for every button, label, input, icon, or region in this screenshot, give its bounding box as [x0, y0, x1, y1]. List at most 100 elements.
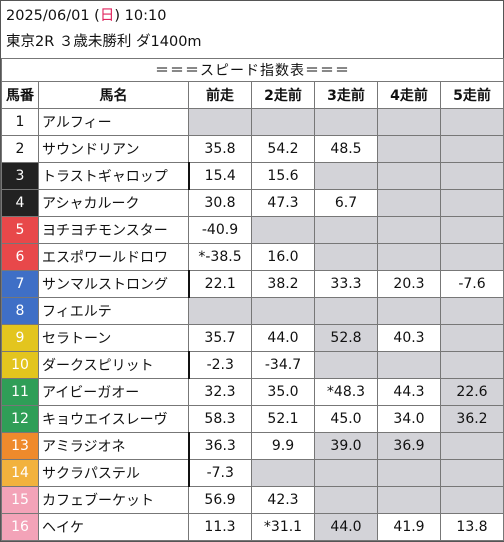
speed-index-cell — [251, 459, 315, 487]
speed-index-cell — [314, 216, 378, 244]
speed-index-cell — [251, 108, 315, 136]
speed-index-cell: 48.5 — [314, 135, 378, 163]
speed-index-cell: 56.9 — [188, 486, 252, 514]
speed-index-cell — [251, 216, 315, 244]
speed-index-cell — [377, 459, 441, 487]
speed-index-cell — [440, 162, 504, 190]
speed-index-cell — [377, 216, 441, 244]
speed-index-cell — [377, 108, 441, 136]
horse-number: 1 — [1, 108, 39, 136]
table-row: 3 トラストギャロップ 15.4 15.6 — [1, 162, 504, 190]
speed-index-cell — [440, 189, 504, 217]
speed-index-cell: 16.0 — [251, 243, 315, 271]
speed-index-cell — [440, 243, 504, 271]
speed-index-cell — [377, 486, 441, 514]
speed-index-cell — [314, 162, 378, 190]
speed-index-cell: 32.3 — [188, 378, 252, 406]
horse-number: 7 — [1, 270, 39, 298]
speed-index-cell: 47.3 — [251, 189, 315, 217]
speed-index-cell: 11.3 — [188, 513, 252, 541]
horse-name: トラストギャロップ — [38, 162, 190, 190]
speed-index-cell — [440, 459, 504, 487]
speed-index-cell: -34.7 — [251, 351, 315, 379]
horse-name: ヨチヨチモンスター — [38, 216, 189, 244]
speed-index-cell: 6.7 — [314, 189, 378, 217]
horse-number: 3 — [1, 162, 39, 190]
speed-index-cell: 54.2 — [251, 135, 315, 163]
horse-name: サクラパステル — [38, 459, 190, 487]
race-date: 2025/06/01 — [6, 8, 90, 24]
speed-index-cell — [440, 297, 504, 325]
speed-index-cell: -40.9 — [188, 216, 252, 244]
table-row: 14 サクラパステル -7.3 — [1, 459, 504, 487]
horse-number: 5 — [1, 216, 39, 244]
race-datetime: 2025/06/01 (日) 10:10 — [6, 8, 167, 24]
speed-index-cell — [377, 135, 441, 163]
speed-index-cell — [251, 297, 315, 325]
table-row: 16 ヘイケ 11.3 *31.1 44.0 41.9 13.8 — [1, 513, 504, 541]
table-row: 10 ダークスピリット -2.3 -34.7 — [1, 351, 504, 379]
speed-index-cell — [440, 135, 504, 163]
speed-index-cell: 20.3 — [377, 270, 441, 298]
speed-index-cell: 30.8 — [188, 189, 252, 217]
speed-index-cell: *48.3 — [314, 378, 378, 406]
speed-index-cell: *31.1 — [251, 513, 315, 541]
speed-index-cell — [377, 189, 441, 217]
speed-index-cell: 36.2 — [440, 405, 504, 433]
speed-index-cell: -7.6 — [440, 270, 504, 298]
speed-index-cell — [314, 243, 378, 271]
speed-index-cell — [440, 324, 504, 352]
table-row: 9 セラトーン 35.7 44.0 52.8 40.3 — [1, 324, 504, 352]
table-row: 8 フィエルテ — [1, 297, 504, 325]
table-row: 7 サンマルストロング 22.1 38.2 33.3 20.3 -7.6 — [1, 270, 504, 298]
speed-index-cell: -7.3 — [188, 459, 252, 487]
speed-index-cell — [314, 297, 378, 325]
speed-index-cell: 36.3 — [188, 432, 252, 460]
speed-index-cell: 22.1 — [188, 270, 252, 298]
table-banner-row: ＝＝＝スピード指数表＝＝＝ — [1, 58, 504, 82]
speed-index-cell — [314, 351, 378, 379]
speed-index-cell — [440, 432, 504, 460]
horse-name: サンマルストロング — [38, 270, 190, 298]
horse-number: 14 — [1, 459, 39, 487]
speed-index-cell: 44.3 — [377, 378, 441, 406]
horse-number: 12 — [1, 405, 39, 433]
speed-index-cell: 33.3 — [314, 270, 378, 298]
speed-index-cell: 13.8 — [440, 513, 504, 541]
horse-number: 6 — [1, 243, 39, 271]
speed-index-cell: 39.0 — [314, 432, 378, 460]
speed-index-cell — [440, 216, 504, 244]
speed-index-cell — [377, 243, 441, 271]
horse-name: カフェブーケット — [38, 486, 189, 514]
table-row: 5 ヨチヨチモンスター -40.9 — [1, 216, 504, 244]
column-header: 3走前 — [314, 81, 378, 109]
table-row: 15 カフェブーケット 56.9 42.3 — [1, 486, 504, 514]
table-row: 12 キョウエイスレーヴ 58.3 52.1 45.0 34.0 36.2 — [1, 405, 504, 433]
speed-index-cell — [377, 162, 441, 190]
speed-index-cell: 45.0 — [314, 405, 378, 433]
horse-name: アシャカルーク — [38, 189, 189, 217]
horse-number: 4 — [1, 189, 39, 217]
column-header: 前走 — [188, 81, 252, 109]
horse-number: 16 — [1, 513, 39, 541]
column-header: 5走前 — [440, 81, 504, 109]
speed-index-cell: 15.6 — [251, 162, 315, 190]
speed-index-cell: 52.1 — [251, 405, 315, 433]
table-row: 11 アイビーガオー 32.3 35.0 *48.3 44.3 22.6 — [1, 378, 504, 406]
speed-index-cell: 15.4 — [188, 162, 252, 190]
speed-index-cell: 38.2 — [251, 270, 315, 298]
speed-index-cell: 35.7 — [188, 324, 252, 352]
speed-index-cell: *-38.5 — [188, 243, 252, 271]
speed-index-cell: 35.8 — [188, 135, 252, 163]
speed-index-cell: 42.3 — [251, 486, 315, 514]
horse-number: 2 — [1, 135, 39, 163]
table-row: 1 アルフィー — [1, 108, 504, 136]
horse-name: アイビーガオー — [38, 378, 189, 406]
horse-number: 15 — [1, 486, 39, 514]
speed-index-cell — [188, 108, 252, 136]
horse-number: 13 — [1, 432, 39, 460]
horse-number: 11 — [1, 378, 39, 406]
horse-name: アルフィー — [38, 108, 189, 136]
speed-index-cell: 44.0 — [314, 513, 378, 541]
